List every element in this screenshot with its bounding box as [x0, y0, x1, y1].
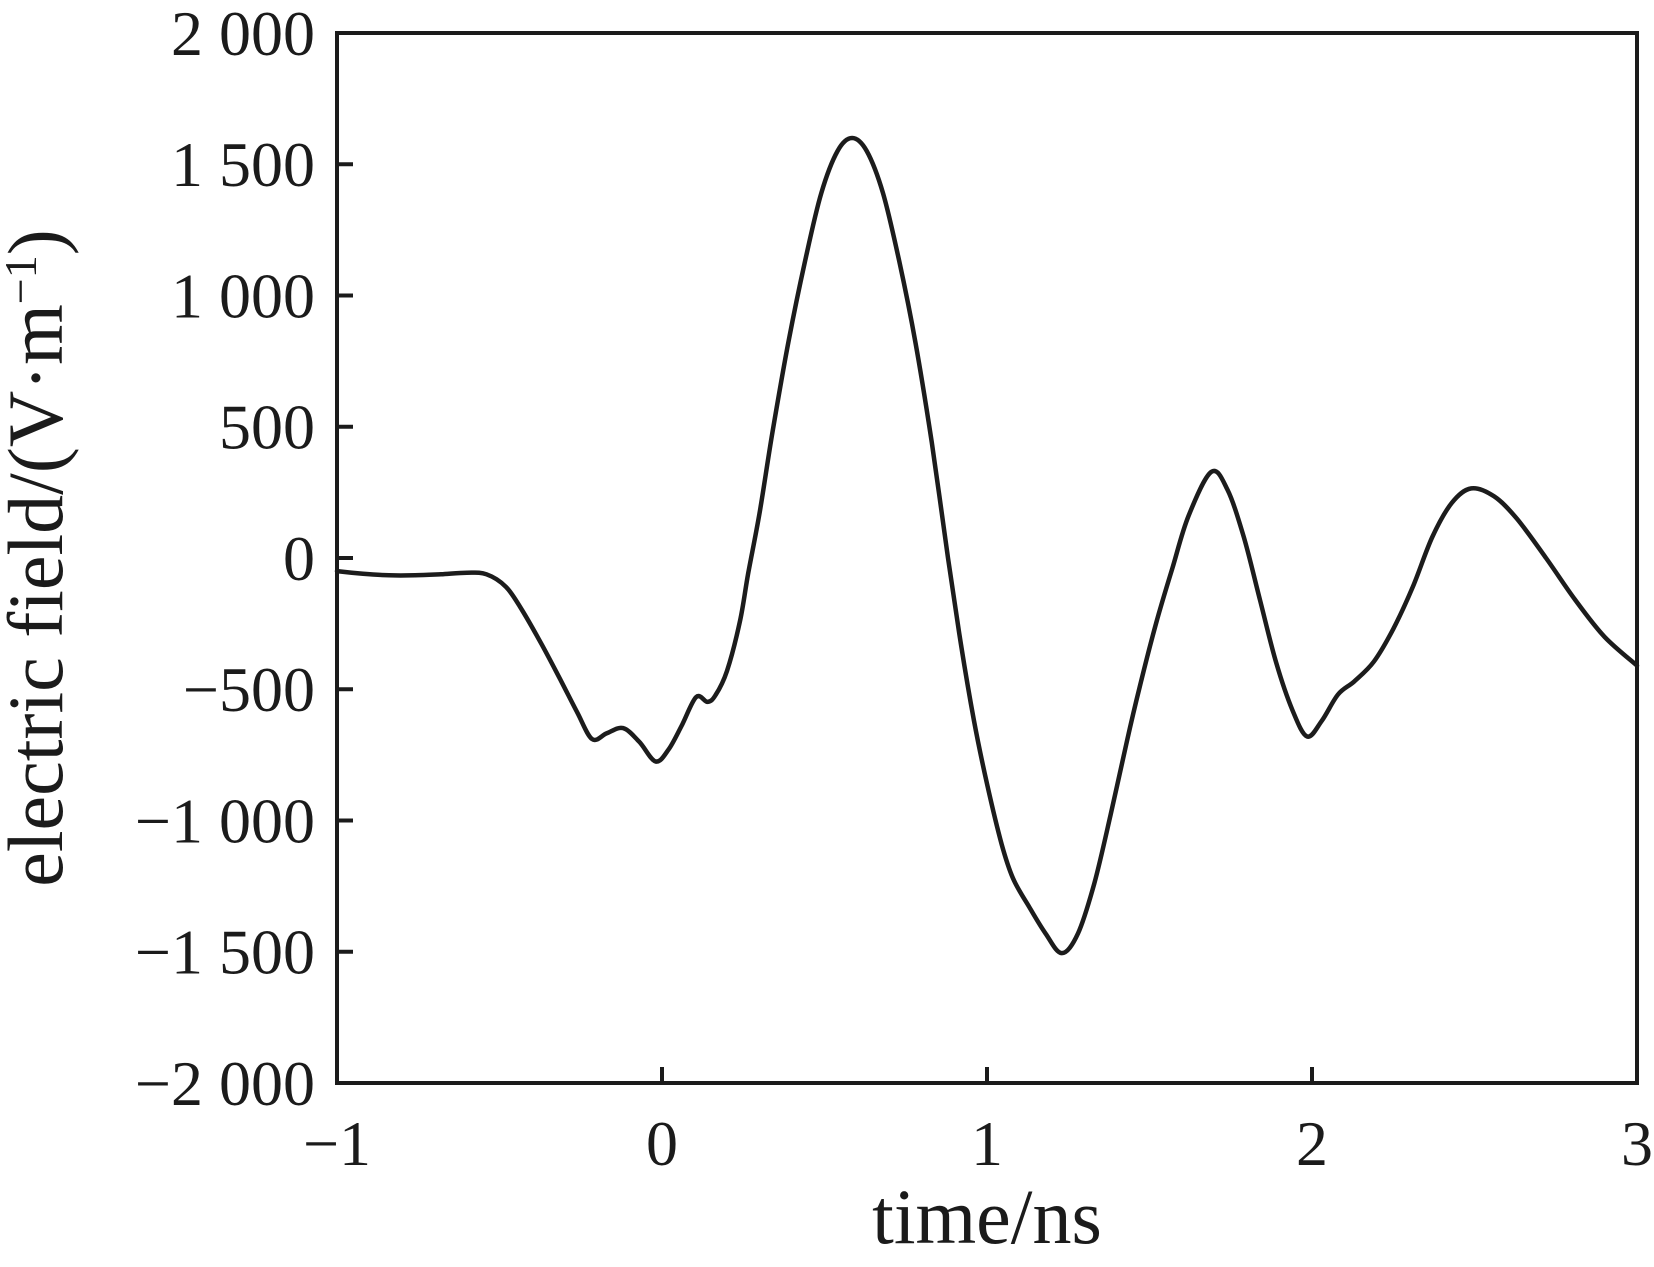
waveform-line: [334, 135, 1640, 956]
y-tick-label: 2 000: [171, 0, 315, 69]
x-tick-label: 1: [971, 1108, 1003, 1179]
y-tick-label: −1 500: [135, 917, 315, 988]
y-tick-label: −2 000: [135, 1048, 315, 1119]
y-axis-title: electric field/(V·m−1): [0, 229, 79, 886]
y-axis-title-superscript: −1: [0, 255, 46, 304]
x-tick-label: 3: [1621, 1108, 1653, 1179]
x-axis-title: time/ns: [872, 1173, 1102, 1260]
y-tick-label: 1 500: [171, 129, 315, 200]
y-tick-label: 0: [283, 523, 315, 594]
y-axis-tick-labels: 2 000 1 500 1 000 500 0 −500 −1 000 −1 500 −2 00…: [135, 0, 315, 1119]
x-tick-label: −1: [303, 1108, 371, 1179]
y-axis-ticks: [337, 31, 353, 1085]
x-tick-label: 2: [1296, 1108, 1328, 1179]
y-axis-title-main: electric field/(V·m: [0, 304, 79, 887]
plot-border: [335, 31, 1639, 1085]
y-axis-title-close: ): [0, 229, 79, 255]
x-axis-tick-labels: −1 0 1 2 3: [303, 1108, 1653, 1179]
x-axis-ticks: [335, 1067, 1639, 1083]
y-tick-label: 500: [219, 392, 315, 463]
y-tick-label: −500: [183, 654, 315, 725]
x-tick-label: 0: [646, 1108, 678, 1179]
y-tick-label: 1 000: [171, 260, 315, 331]
y-tick-label: −1 000: [135, 785, 315, 856]
